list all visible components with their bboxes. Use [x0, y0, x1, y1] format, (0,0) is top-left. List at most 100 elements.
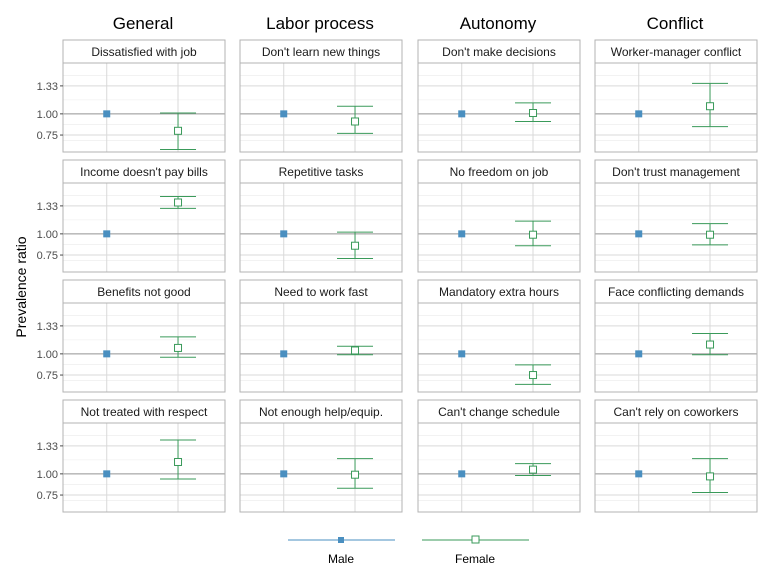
column-title-conflict: Conflict	[647, 14, 704, 33]
panel-plot-area	[418, 183, 580, 272]
panel: No freedom on job	[417, 159, 581, 273]
legend-female-marker	[471, 535, 480, 544]
y-tick-label: 0.75	[37, 490, 58, 502]
y-axis-ticks: 1.33 1.00 0.75 1.33 1.00 0.75 1.33 1.00 0.75 1.33…	[37, 81, 63, 502]
male-point	[280, 470, 288, 478]
y-tick-label: 1.00	[37, 469, 58, 481]
male-point	[103, 110, 111, 118]
panel-plot-area	[63, 303, 225, 392]
panel-border	[417, 62, 581, 153]
panel: Can't rely on coworkers	[594, 399, 758, 513]
panel-plot-area	[595, 183, 757, 272]
panel-label: Face conflicting demands	[608, 285, 744, 299]
y-tick-label: 1.33	[37, 201, 58, 213]
male-point	[280, 350, 288, 358]
panel: Don't make decisions	[417, 39, 581, 153]
panel-label: No freedom on job	[450, 165, 549, 179]
panel-label: Income doesn't pay bills	[80, 165, 208, 179]
y-tick-label: 0.75	[37, 130, 58, 142]
female-point	[529, 230, 538, 239]
panel-plot-area	[63, 183, 225, 272]
panel-border	[594, 302, 758, 393]
panel-border	[594, 422, 758, 513]
panel: Can't change schedule	[417, 399, 581, 513]
panel-label: Don't trust management	[612, 165, 740, 179]
panel-label: Mandatory extra hours	[439, 285, 559, 299]
male-point	[458, 230, 466, 238]
column-title-general: General	[113, 14, 173, 33]
female-point	[351, 117, 360, 126]
panel-plot-area	[418, 303, 580, 392]
panel-label: Benefits not good	[97, 285, 190, 299]
panels: Dissatisfied with job Income doesn't pay …	[62, 39, 758, 513]
panel-plot-area	[595, 303, 757, 392]
male-point	[458, 350, 466, 358]
y-tick-label: 1.00	[37, 109, 58, 121]
panel-label: Repetitive tasks	[279, 165, 364, 179]
male-point	[635, 110, 643, 118]
legend-male-label: Male	[328, 552, 354, 566]
panel-plot-area	[240, 63, 402, 152]
female-point	[706, 102, 715, 111]
panel: Mandatory extra hours	[417, 279, 581, 393]
female-point	[529, 465, 538, 474]
panel-border	[62, 62, 226, 153]
legend-male-marker	[338, 537, 344, 543]
panel-border	[417, 302, 581, 393]
panel-border	[239, 422, 403, 513]
panel-label: Dissatisfied with job	[91, 45, 197, 59]
column-title-labor-process: Labor process	[266, 14, 374, 33]
female-point	[174, 343, 183, 352]
panel-label: Can't change schedule	[438, 405, 560, 419]
panel-label: Don't learn new things	[262, 45, 380, 59]
panel-border	[62, 422, 226, 513]
panel: Face conflicting demands	[594, 279, 758, 393]
y-axis-label: Prevalence ratio	[13, 236, 29, 337]
female-point	[174, 457, 183, 466]
male-point	[280, 230, 288, 238]
female-point	[351, 346, 360, 355]
male-point	[103, 230, 111, 238]
panel: Not treated with respect	[62, 399, 226, 513]
panel-border	[594, 182, 758, 273]
y-tick-label: 0.75	[37, 250, 58, 262]
panel: Worker-manager conflict	[594, 39, 758, 153]
y-tick-label: 1.33	[37, 441, 58, 453]
panel-plot-area	[240, 183, 402, 272]
panel-label: Need to work fast	[274, 285, 368, 299]
female-point	[529, 371, 538, 380]
male-point	[280, 110, 288, 118]
y-tick-label: 0.75	[37, 370, 58, 382]
panel-plot-area	[240, 423, 402, 512]
panel-border	[62, 302, 226, 393]
panel-label: Worker-manager conflict	[611, 45, 742, 59]
panel-plot-area	[63, 63, 225, 152]
column-titles: General Labor process Autonomy Conflict	[113, 14, 704, 33]
panel-border	[62, 182, 226, 273]
panel-label: Don't make decisions	[442, 45, 556, 59]
male-point	[635, 470, 643, 478]
panel: Need to work fast	[239, 279, 403, 393]
panel: Don't trust management	[594, 159, 758, 273]
panel-border	[239, 62, 403, 153]
panel-border	[594, 62, 758, 153]
panel-border	[417, 422, 581, 513]
female-point	[706, 340, 715, 349]
male-point	[635, 350, 643, 358]
panel-plot-area	[595, 63, 757, 152]
panel-border	[417, 182, 581, 273]
y-tick-label: 1.33	[37, 81, 58, 93]
panel-label: Can't rely on coworkers	[613, 405, 738, 419]
panel-border	[239, 182, 403, 273]
female-point	[706, 230, 715, 239]
male-point	[103, 350, 111, 358]
panel-plot-area	[63, 423, 225, 512]
female-point	[174, 198, 183, 207]
legend-female-label: Female	[455, 552, 495, 566]
panel-plot-area	[418, 63, 580, 152]
panel-plot-area	[418, 423, 580, 512]
panel: Income doesn't pay bills	[62, 159, 226, 273]
male-point	[458, 110, 466, 118]
male-point	[635, 230, 643, 238]
